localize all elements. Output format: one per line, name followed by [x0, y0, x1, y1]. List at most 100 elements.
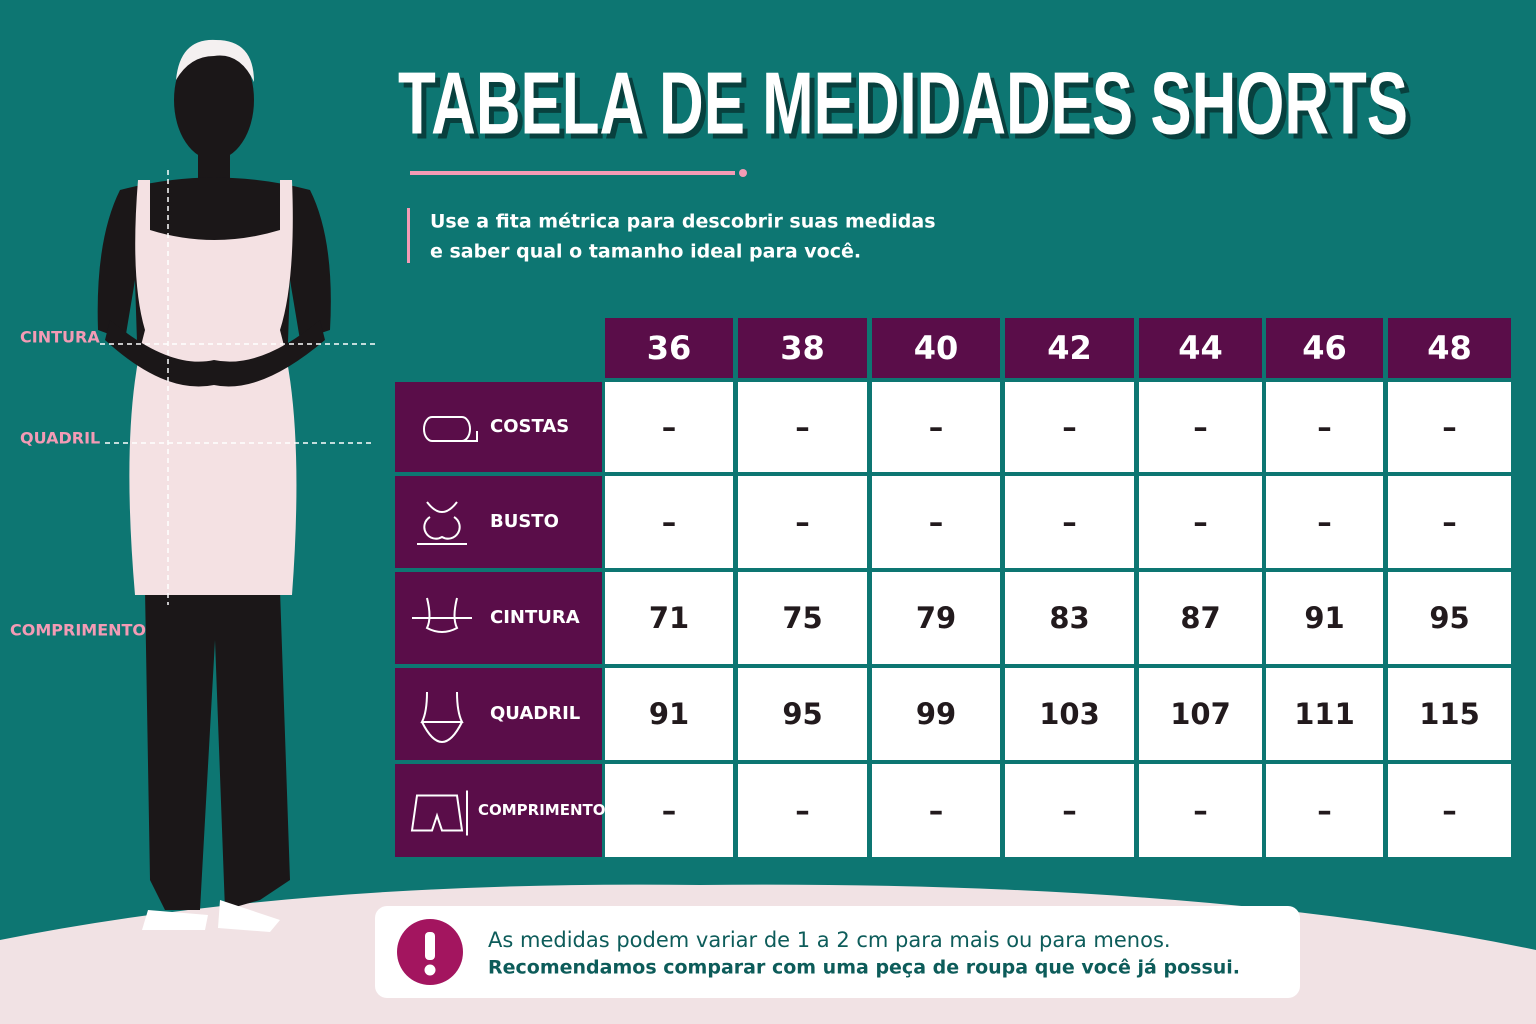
header-cell	[1139, 318, 1262, 378]
cell-value: –	[1193, 410, 1208, 444]
row-label: QUADRIL	[490, 703, 580, 724]
cell-value: –	[1062, 794, 1077, 828]
table-cell	[1388, 668, 1511, 760]
table-cell	[1388, 382, 1511, 472]
cell-value: 91	[1304, 601, 1344, 635]
header-cell	[738, 318, 867, 378]
cell-value: –	[1193, 794, 1208, 828]
alert-dot	[424, 964, 436, 976]
header-cell	[1005, 318, 1134, 378]
table-cell	[605, 764, 733, 857]
table-cell	[1266, 764, 1383, 857]
table-cell	[1139, 382, 1262, 472]
table-cell	[1266, 668, 1383, 760]
table-cell	[1005, 668, 1134, 760]
cell-value: 79	[916, 601, 956, 635]
table-cell	[872, 764, 1000, 857]
table-cell	[1139, 668, 1262, 760]
cell-value: –	[929, 410, 944, 444]
table-cell	[738, 476, 867, 568]
size-header: 46	[1302, 329, 1347, 367]
cell-value: –	[795, 505, 810, 539]
table-cell	[872, 382, 1000, 472]
size-header: 44	[1178, 329, 1223, 367]
cell-value: 75	[782, 601, 822, 635]
cell-value: 87	[1180, 601, 1220, 635]
cell-value: –	[795, 410, 810, 444]
cell-value: –	[1442, 505, 1457, 539]
cell-value: 111	[1294, 697, 1355, 731]
table-cell	[738, 382, 867, 472]
header-cell	[1388, 318, 1511, 378]
cell-value: 103	[1039, 697, 1100, 731]
cell-value: –	[1062, 410, 1077, 444]
cell-value: –	[1442, 794, 1457, 828]
figure-label: COMPRIMENTO	[10, 621, 146, 640]
subtitle: e saber qual o tamanho ideal para você.	[430, 241, 861, 263]
table-cell	[1005, 382, 1134, 472]
cell-value: –	[662, 505, 677, 539]
cell-value: –	[795, 794, 810, 828]
note-line: Recomendamos comparar com uma peça de ro…	[488, 957, 1240, 979]
cell-value: –	[929, 505, 944, 539]
table-cell	[1266, 382, 1383, 472]
row-label: BUSTO	[490, 511, 559, 532]
cell-value: –	[929, 794, 944, 828]
size-header: 36	[647, 329, 692, 367]
cell-value: –	[662, 410, 677, 444]
title-shadow: TABELA DE MEDIDADES SHORTS	[403, 58, 1413, 157]
row-icon	[412, 597, 472, 633]
table-cell	[1005, 476, 1134, 568]
size-header: 42	[1047, 329, 1092, 367]
cell-value: –	[1442, 410, 1457, 444]
table-cell	[1139, 764, 1262, 857]
cell-value: –	[1193, 505, 1208, 539]
subtitle-bar	[407, 208, 410, 263]
cell-value: –	[1062, 505, 1077, 539]
table-cell	[1005, 572, 1134, 664]
header-cell	[605, 318, 733, 378]
table-cell	[1005, 764, 1134, 857]
table-cell	[605, 668, 733, 760]
size-table: 36 38 40 42 44 46 48 COSTAS – – – – – – – BUSTO – – – – – – – C…	[395, 318, 1511, 857]
table-cell	[738, 572, 867, 664]
cell-value: 107	[1170, 697, 1231, 731]
header-cell	[872, 318, 1000, 378]
row-icon	[423, 416, 478, 442]
table-cell	[872, 668, 1000, 760]
row-icon	[417, 501, 467, 545]
row-label-cell	[395, 764, 602, 857]
table-cell	[872, 572, 1000, 664]
body-figure	[97, 39, 375, 932]
cell-value: 115	[1419, 697, 1480, 731]
cell-value: 71	[649, 601, 689, 635]
alert-mark	[425, 932, 435, 960]
row-icon	[420, 691, 464, 744]
table-cell	[1388, 572, 1511, 664]
row-label-cell	[395, 476, 602, 568]
row-label: COSTAS	[490, 416, 569, 437]
cell-value: 95	[782, 697, 822, 731]
table-cell	[1139, 476, 1262, 568]
figure-label: QUADRIL	[20, 429, 100, 448]
row-icon	[410, 790, 468, 836]
size-header: 38	[780, 329, 825, 367]
note-line: As medidas podem variar de 1 a 2 cm para…	[488, 928, 1171, 952]
table-cell	[872, 476, 1000, 568]
header-cell	[1266, 318, 1383, 378]
table-cell	[738, 764, 867, 857]
table-cell	[605, 572, 733, 664]
row-label: COMPRIMENTO	[478, 801, 606, 819]
cell-value: –	[1317, 410, 1332, 444]
note-box	[375, 906, 1300, 998]
cell-value: 91	[649, 697, 689, 731]
underline-dot	[739, 169, 747, 177]
cell-value: 83	[1049, 601, 1089, 635]
row-label: CINTURA	[490, 607, 580, 628]
table-cell	[605, 382, 733, 472]
figure-label: CINTURA	[20, 328, 100, 347]
row-label-cell	[395, 382, 602, 472]
cell-value: –	[1317, 794, 1332, 828]
